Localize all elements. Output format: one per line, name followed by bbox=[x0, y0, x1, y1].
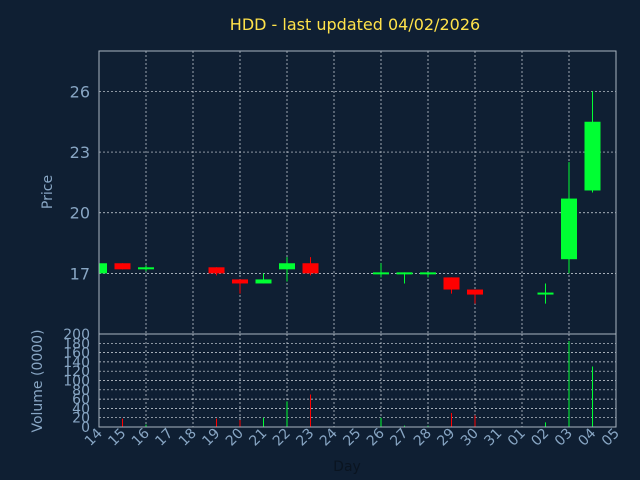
volume-y-tick: 200 bbox=[63, 327, 90, 343]
x-tick: 25 bbox=[340, 426, 364, 450]
price-gridlines bbox=[99, 51, 616, 334]
x-tick: 18 bbox=[176, 426, 200, 450]
candle-body bbox=[561, 198, 577, 260]
volume-y-tick: 160 bbox=[63, 346, 90, 362]
candle-body bbox=[373, 272, 389, 275]
volume-y-tick: 20 bbox=[72, 411, 90, 427]
candle-body bbox=[584, 121, 601, 191]
x-tick: 03 bbox=[552, 426, 576, 450]
x-tick: 27 bbox=[387, 426, 411, 450]
candle-body bbox=[302, 263, 319, 274]
candle-body bbox=[443, 277, 460, 290]
x-tick: 15 bbox=[105, 426, 129, 450]
volume-y-tick: 0 bbox=[81, 420, 90, 436]
x-tick: 21 bbox=[246, 426, 270, 450]
candle-body bbox=[537, 292, 554, 295]
volume-y-tick: 80 bbox=[72, 383, 90, 399]
volume-axis-label: Volume (0000) bbox=[30, 329, 46, 432]
price-panel-frame bbox=[98, 50, 617, 335]
x-tick-labels: 14 15 16 17 18 19 20 21 22 23 24 25 26 27 28 29 30 31 01 02… bbox=[82, 425, 623, 449]
candle-body bbox=[232, 279, 248, 284]
x-tick: 19 bbox=[199, 426, 223, 450]
chart-title: HDD - last updated 04/02/2026 bbox=[230, 15, 480, 34]
volume-y-tick: 100 bbox=[63, 374, 90, 390]
volume-y-tick: 180 bbox=[63, 336, 90, 352]
candle-body bbox=[99, 263, 107, 274]
candle-body bbox=[396, 272, 413, 275]
candle-body bbox=[114, 263, 131, 270]
volume-y-tick: 60 bbox=[72, 392, 90, 408]
volume-bars bbox=[122, 340, 593, 427]
candle-body bbox=[467, 289, 483, 295]
x-tick: 29 bbox=[434, 426, 458, 450]
x-tick: 31 bbox=[481, 426, 505, 450]
volume-y-tick: 140 bbox=[63, 355, 90, 371]
candle-body bbox=[138, 267, 154, 270]
x-tick: 16 bbox=[129, 425, 153, 449]
price-candles bbox=[98, 91, 601, 304]
candle-body bbox=[420, 272, 436, 275]
x-tick: 28 bbox=[411, 426, 435, 450]
volume-y-tick: 120 bbox=[63, 364, 90, 380]
x-tick: 02 bbox=[528, 426, 552, 450]
price-y-tick: 20 bbox=[70, 204, 90, 223]
x-tick: 30 bbox=[458, 426, 482, 450]
x-tick: 26 bbox=[364, 425, 388, 449]
x-tick: 20 bbox=[223, 426, 247, 450]
price-axis-label: Price bbox=[40, 175, 56, 209]
x-tick: 23 bbox=[293, 426, 317, 450]
x-tick: 22 bbox=[270, 426, 294, 450]
volume-gridlines bbox=[99, 334, 616, 427]
price-y-tick: 26 bbox=[70, 82, 90, 101]
x-tick: 04 bbox=[575, 425, 599, 449]
price-y-tick-labels: 17 20 23 26 bbox=[70, 82, 90, 283]
x-tick: 01 bbox=[505, 426, 529, 450]
x-tick: 24 bbox=[317, 425, 341, 449]
x-axis-label: Day bbox=[333, 459, 361, 475]
volume-panel-frame bbox=[98, 333, 617, 428]
candle-body bbox=[255, 279, 272, 284]
price-y-tick: 17 bbox=[70, 264, 90, 283]
candle-body bbox=[279, 263, 295, 270]
candle-body bbox=[208, 267, 225, 274]
volume-y-tick: 40 bbox=[72, 401, 90, 417]
price-y-tick: 23 bbox=[70, 143, 90, 162]
x-tick: 05 bbox=[599, 426, 623, 450]
x-tick: 17 bbox=[152, 426, 176, 450]
